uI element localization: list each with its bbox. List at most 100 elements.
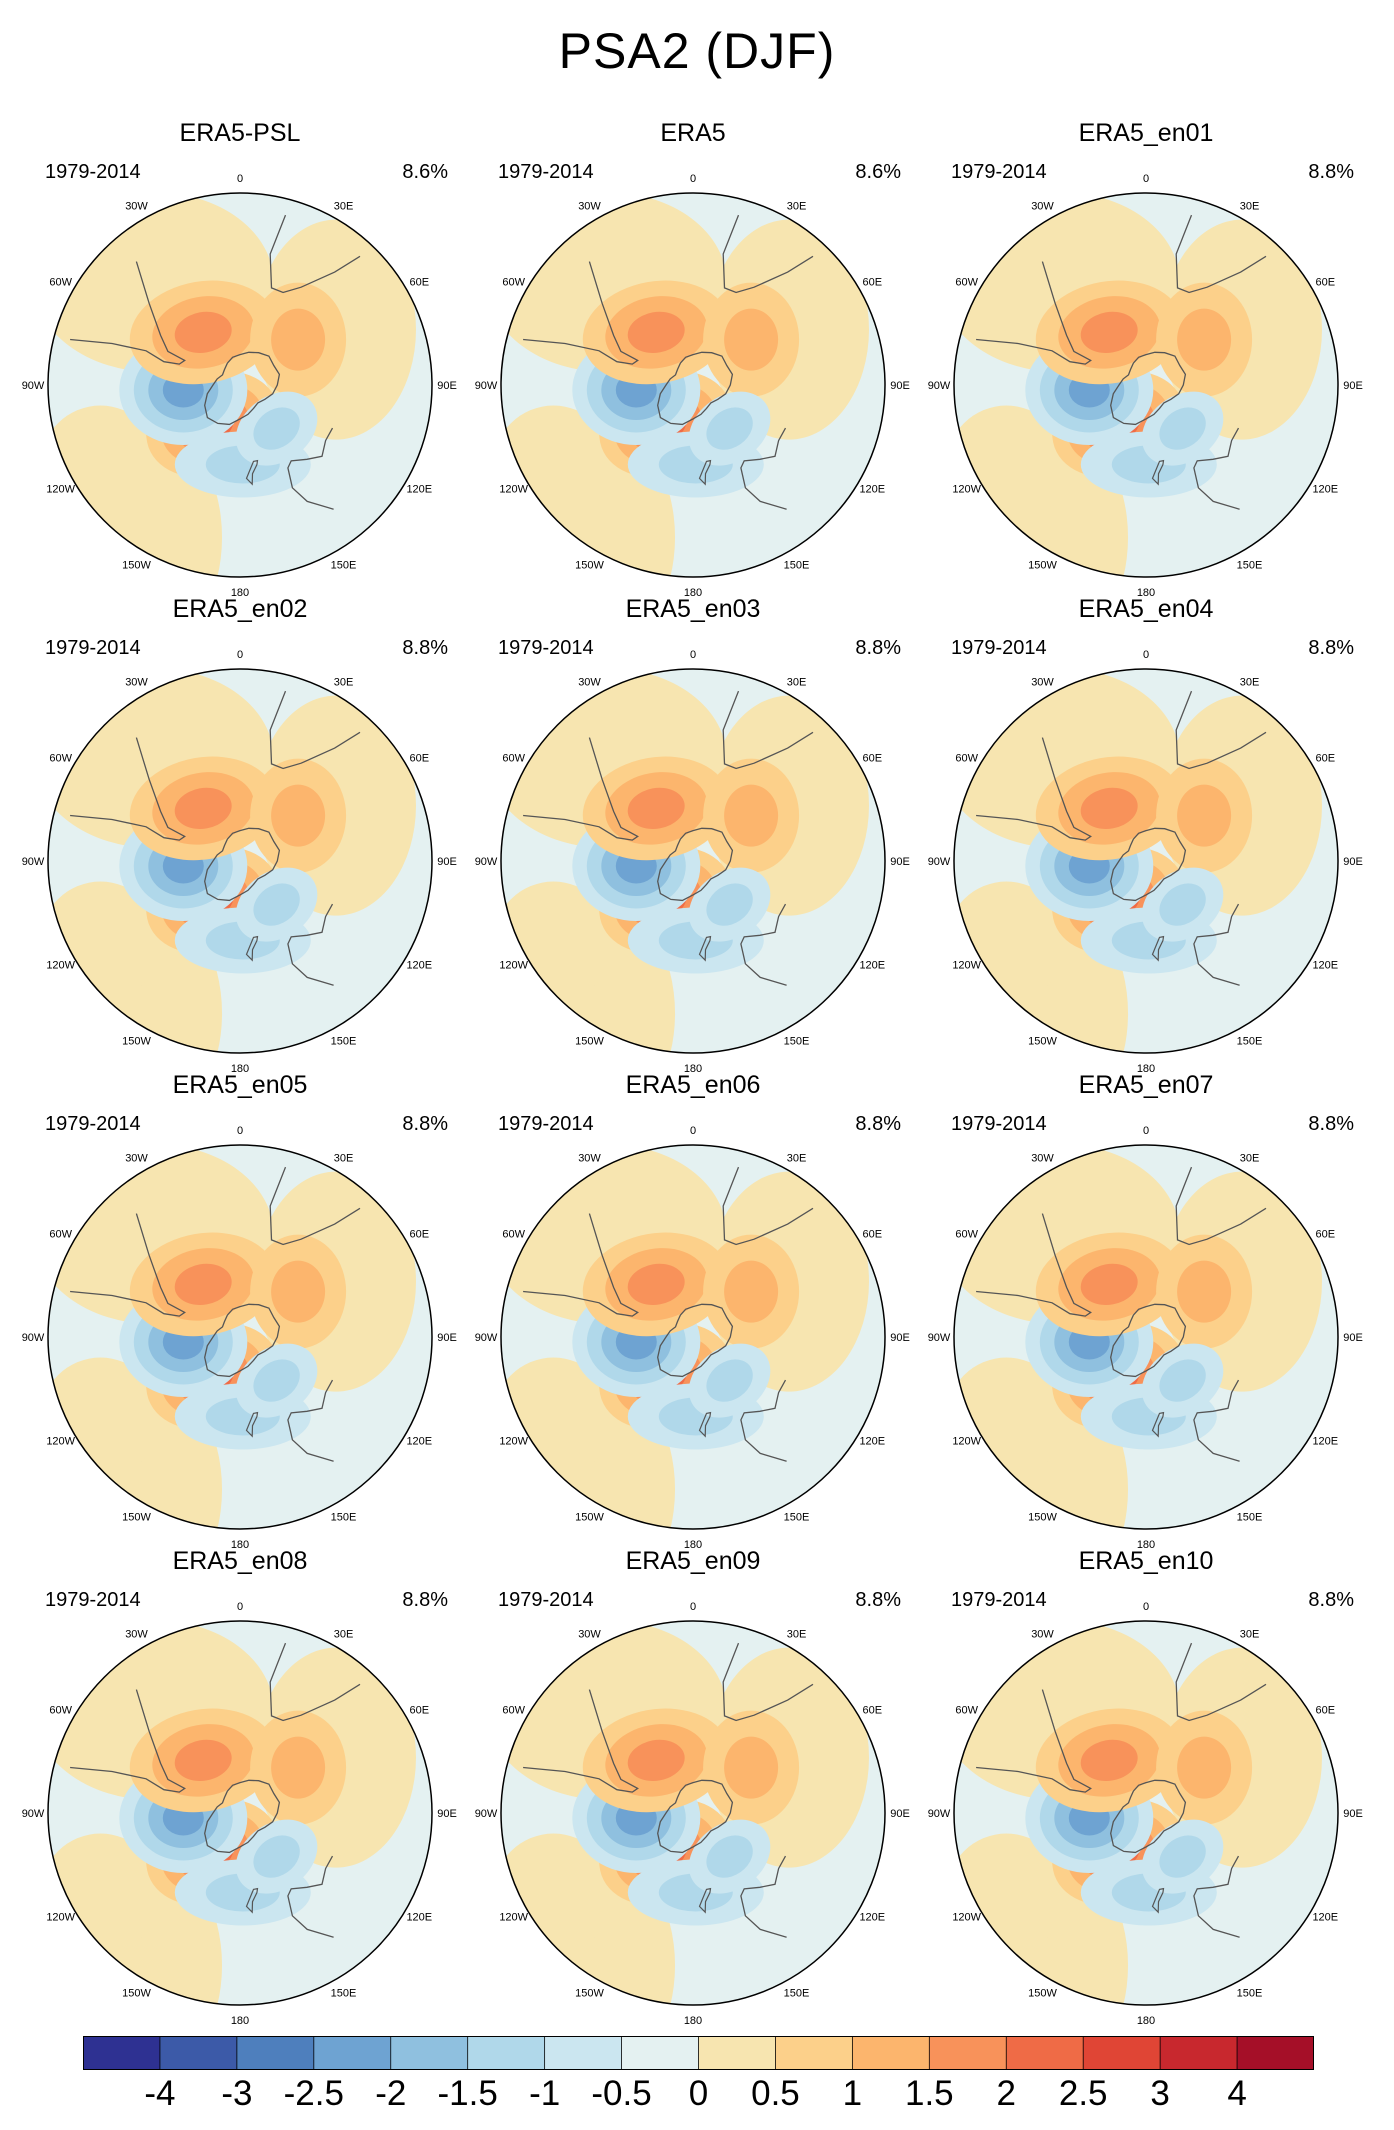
longitude-label: 180 — [684, 1063, 702, 1075]
antarctica-coastline — [1110, 351, 1187, 426]
longitude-label: 60E — [863, 1705, 883, 1717]
longitude-label: 150E — [784, 1511, 810, 1523]
longitude-label: 60E — [1316, 753, 1336, 765]
contour-shell — [1080, 311, 1138, 354]
colorbar-tick-label: 2 — [996, 2074, 1016, 2113]
antarctica-coastline — [204, 351, 281, 426]
panel-variance: 8.8% — [855, 1113, 901, 1135]
longitude-label: 60E — [410, 1229, 430, 1241]
map-border — [953, 668, 1339, 1054]
contour-shell — [271, 1260, 326, 1323]
map-border — [47, 1620, 433, 2006]
map-field — [48, 1145, 432, 1529]
longitude-label: 150W — [122, 559, 151, 571]
contour-shell — [253, 407, 300, 450]
contour-shell — [271, 784, 326, 847]
colorbar-tick-label: 4 — [1227, 2074, 1247, 2113]
panel-title: ERA5_en08 — [172, 1547, 308, 1575]
map-panel: 0 30E 60E 90E 120E 150E 180 150W 120W 90W 60W 30W ER… — [10, 115, 470, 599]
antarctica-coastline — [204, 1779, 281, 1854]
longitude-label: 60W — [49, 1705, 72, 1717]
longitude-label: 90E — [890, 856, 910, 868]
contour-shell — [253, 883, 300, 926]
longitude-label: 30W — [578, 201, 601, 213]
longitude-label: 90W — [928, 1808, 951, 1820]
africa-coastline — [1175, 1166, 1267, 1246]
longitude-label: 0 — [1143, 1601, 1149, 1613]
map-border — [953, 1144, 1339, 1530]
longitude-label: 30E — [1240, 201, 1260, 213]
map-field — [954, 669, 1338, 1053]
longitude-label: 90W — [475, 1808, 498, 1820]
longitude-label: 60E — [1316, 1229, 1336, 1241]
longitude-label: 60W — [955, 1705, 978, 1717]
polar-map: 0 30E 60E 90E 120E 150E 180 150W 120W 90W 60W 30W — [928, 173, 1363, 599]
longitude-label: 180 — [684, 1539, 702, 1551]
longitude-label: 90W — [475, 380, 498, 392]
polar-map: 0 30E 60E 90E 120E 150E 180 150W 120W 90W 60W 30W — [928, 1601, 1363, 2027]
contour-shell — [1080, 787, 1138, 830]
new-zealand-coastline — [1151, 1411, 1165, 1438]
colorbar-tick-label: 3 — [1150, 2074, 1170, 2113]
panel-variance: 8.8% — [1308, 637, 1354, 659]
positive-anomaly-center — [1156, 1234, 1253, 1349]
map-panel: 0 30E 60E 90E 120E 150E 180 150W 120W 90W 60W 30W ER… — [463, 115, 923, 599]
new-zealand-coastline — [245, 459, 259, 486]
colorbar-tick-label: -2 — [375, 2074, 407, 2113]
australia-coastline — [1193, 427, 1240, 510]
longitude-label: 180 — [684, 2015, 702, 2027]
panel-title: ERA5_en07 — [1078, 1071, 1214, 1099]
negative-anomaly-center — [688, 867, 771, 942]
antarctica-coastline — [204, 827, 281, 902]
panel-title: ERA5-PSL — [179, 119, 301, 147]
longitude-label: 30W — [125, 1153, 148, 1165]
colorbar-tick-label: 1 — [842, 2074, 863, 2113]
longitude-label: 120W — [46, 1912, 75, 1924]
longitude-label: 30W — [125, 677, 148, 689]
longitude-label: 120W — [46, 484, 75, 496]
contour-shell — [271, 308, 326, 371]
antarctica-coastline — [657, 1779, 734, 1854]
longitude-label: 60E — [410, 277, 430, 289]
longitude-label: 30W — [578, 1629, 601, 1641]
map-panel: 0 30E 60E 90E 120E 150E 180 150W 120W 90W 60W 30W ER… — [916, 591, 1376, 1075]
south-america-coastline — [70, 261, 186, 365]
panel-title: ERA5 — [660, 119, 726, 147]
longitude-label: 60W — [49, 277, 72, 289]
longitude-label: 120W — [952, 1436, 981, 1448]
longitude-label: 180 — [1137, 2015, 1155, 2027]
longitude-label: 90E — [437, 1332, 457, 1344]
antarctica-coastline — [1110, 1779, 1187, 1854]
longitude-label: 90W — [22, 1808, 45, 1820]
south-america-coastline — [523, 261, 639, 365]
polar-map: 0 30E 60E 90E 120E 150E 180 150W 120W 90W 60W 30W — [22, 1601, 457, 2027]
new-zealand-coastline — [1151, 935, 1165, 962]
longitude-label: 150W — [1028, 1987, 1057, 1999]
africa-coastline — [1175, 690, 1267, 770]
panel-variance: 8.8% — [1308, 1589, 1354, 1611]
map-border — [500, 1144, 886, 1530]
australia-coastline — [1193, 1379, 1240, 1462]
south-america-coastline — [70, 1689, 186, 1793]
contour-shell — [1159, 407, 1206, 450]
longitude-label: 60E — [410, 1705, 430, 1717]
panel-variance: 8.8% — [855, 637, 901, 659]
panel-title: ERA5_en01 — [1078, 119, 1214, 147]
longitude-label: 60E — [1316, 277, 1336, 289]
longitude-label: 120E — [859, 1436, 885, 1448]
contour-shell — [1080, 1739, 1138, 1782]
south-america-coastline — [70, 737, 186, 841]
positive-anomaly-center — [703, 758, 800, 873]
longitude-label: 60W — [49, 753, 72, 765]
longitude-label: 90E — [890, 1332, 910, 1344]
longitude-label: 60E — [863, 277, 883, 289]
south-america-coastline — [523, 737, 639, 841]
south-america-coastline — [976, 737, 1092, 841]
south-america-coastline — [976, 1689, 1092, 1793]
contour-shell — [253, 1359, 300, 1402]
colorbar-tick-label: 2.5 — [1058, 2074, 1108, 2113]
map-panel: 0 30E 60E 90E 120E 150E 180 150W 120W 90W 60W 30W ER… — [463, 1543, 923, 2027]
panel-variance: 8.6% — [855, 161, 901, 183]
colorbar-swatch — [852, 2036, 930, 2070]
negative-anomaly-center — [1141, 391, 1224, 466]
